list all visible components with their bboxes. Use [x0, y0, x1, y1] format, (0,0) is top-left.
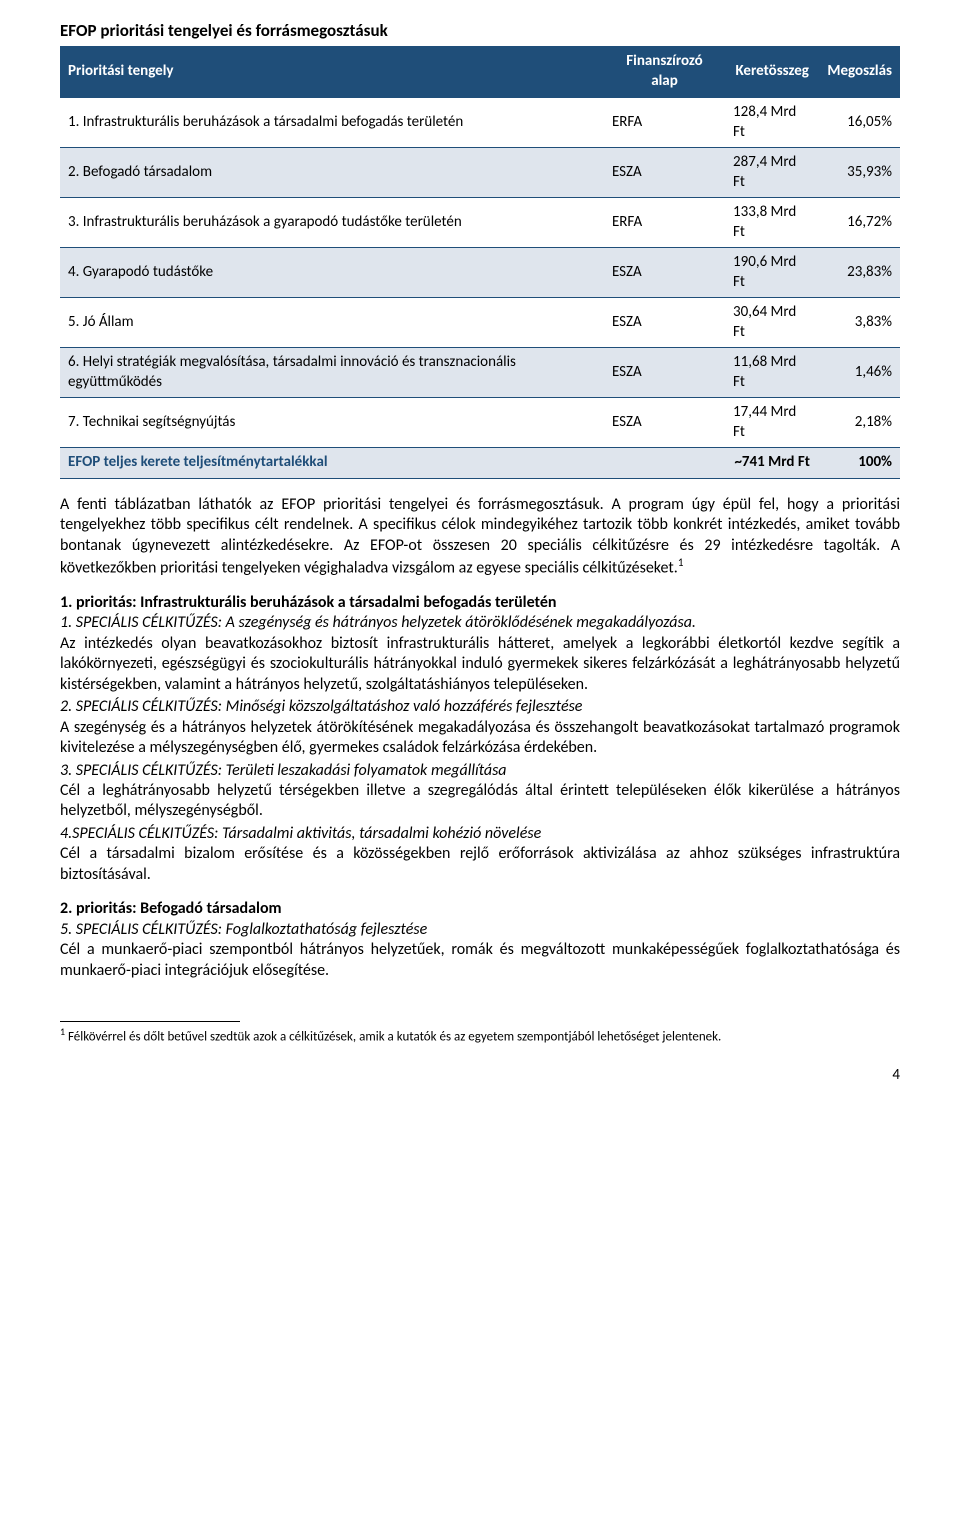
th-share: Megoszlás	[819, 46, 900, 98]
row-name: 6. Helyi stratégiák megvalósítása, társa…	[60, 348, 604, 398]
row-amount: 11,68 Mrd Ft	[725, 348, 819, 398]
row-fund: ESZA	[604, 248, 725, 298]
table-row: 5. Jó ÁllamESZA30,64 Mrd Ft3,83%	[60, 298, 900, 348]
objective-1-heading: 1. SPECIÁLIS CÉLKITŰZÉS: A szegénység és…	[60, 613, 900, 633]
th-amount: Keretösszeg	[725, 46, 819, 98]
totals-amount: ~741 Mrd Ft	[725, 448, 819, 479]
row-share: 1,46%	[819, 348, 900, 398]
objective-1-body: Az intézkedés olyan beavatkozásokhoz biz…	[60, 634, 900, 695]
row-fund: ESZA	[604, 348, 725, 398]
row-fund: ERFA	[604, 98, 725, 148]
row-amount: 133,8 Mrd Ft	[725, 198, 819, 248]
intro-paragraph: A fenti táblázatban láthatók az EFOP pri…	[60, 495, 900, 579]
objective-4-heading: 4.SPECIÁLIS CÉLKITŰZÉS: Társadalmi aktiv…	[60, 824, 900, 844]
table-header-row: Prioritási tengely Finanszírozó alap Ker…	[60, 46, 900, 98]
footnote-ref-1: 1	[678, 556, 684, 569]
totals-share: 100%	[819, 448, 900, 479]
table-row: 2. Befogadó társadalomESZA287,4 Mrd Ft35…	[60, 148, 900, 198]
row-name: 2. Befogadó társadalom	[60, 148, 604, 198]
totals-fund	[604, 448, 725, 479]
row-amount: 287,4 Mrd Ft	[725, 148, 819, 198]
page-title: EFOP prioritási tengelyei és forrásmegos…	[60, 20, 900, 42]
row-fund: ESZA	[604, 298, 725, 348]
row-share: 3,83%	[819, 298, 900, 348]
row-name: 1. Infrastrukturális beruházások a társa…	[60, 98, 604, 148]
row-share: 35,93%	[819, 148, 900, 198]
row-fund: ERFA	[604, 198, 725, 248]
table-row: 6. Helyi stratégiák megvalósítása, társa…	[60, 348, 900, 398]
table-row: 4. Gyarapodó tudástőkeESZA190,6 Mrd Ft23…	[60, 248, 900, 298]
priority-2-heading: 2. prioritás: Befogadó társadalom	[60, 899, 900, 919]
row-fund: ESZA	[604, 398, 725, 448]
row-share: 16,05%	[819, 98, 900, 148]
objective-2-heading: 2. SPECIÁLIS CÉLKITŰZÉS: Minőségi közszo…	[60, 697, 900, 717]
footnote-separator	[60, 1021, 240, 1022]
row-name: 5. Jó Állam	[60, 298, 604, 348]
th-fund: Finanszírozó alap	[604, 46, 725, 98]
table-row: 1. Infrastrukturális beruházások a társa…	[60, 98, 900, 148]
objective-3-body: Cél a leghátrányosabb helyzetű térségekb…	[60, 781, 900, 822]
row-name: 4. Gyarapodó tudástőke	[60, 248, 604, 298]
objective-3-heading: 3. SPECIÁLIS CÉLKITŰZÉS: Területi leszak…	[60, 761, 900, 781]
priority-1-heading: 1. prioritás: Infrastrukturális beruházá…	[60, 593, 900, 613]
table-totals-row: EFOP teljes kerete teljesítménytartalékk…	[60, 448, 900, 479]
document-body: A fenti táblázatban láthatók az EFOP pri…	[60, 495, 900, 982]
table-row: 3. Infrastrukturális beruházások a gyara…	[60, 198, 900, 248]
objective-2-body: A szegénység és a hátrányos helyzetek át…	[60, 718, 900, 759]
row-share: 23,83%	[819, 248, 900, 298]
row-amount: 128,4 Mrd Ft	[725, 98, 819, 148]
row-share: 2,18%	[819, 398, 900, 448]
page-number: 4	[60, 1066, 900, 1086]
row-share: 16,72%	[819, 198, 900, 248]
row-name: 7. Technikai segítségnyújtás	[60, 398, 604, 448]
objective-5-heading: 5. SPECIÁLIS CÉLKITŰZÉS: Foglalkoztathat…	[60, 920, 900, 940]
row-fund: ESZA	[604, 148, 725, 198]
row-amount: 190,6 Mrd Ft	[725, 248, 819, 298]
row-amount: 30,64 Mrd Ft	[725, 298, 819, 348]
objective-5-body: Cél a munkaerő-piaci szempontból hátrány…	[60, 940, 900, 981]
row-amount: 17,44 Mrd Ft	[725, 398, 819, 448]
table-row: 7. Technikai segítségnyújtásESZA17,44 Mr…	[60, 398, 900, 448]
objective-4-body: Cél a társadalmi bizalom erősítése és a …	[60, 844, 900, 885]
totals-name: EFOP teljes kerete teljesítménytartalékk…	[60, 448, 604, 479]
efop-table: Prioritási tengely Finanszírozó alap Ker…	[60, 46, 900, 479]
footnote-1: 1 Félkövérrel és dőlt betűvel szedtük az…	[60, 1026, 900, 1046]
th-priority: Prioritási tengely	[60, 46, 604, 98]
row-name: 3. Infrastrukturális beruházások a gyara…	[60, 198, 604, 248]
